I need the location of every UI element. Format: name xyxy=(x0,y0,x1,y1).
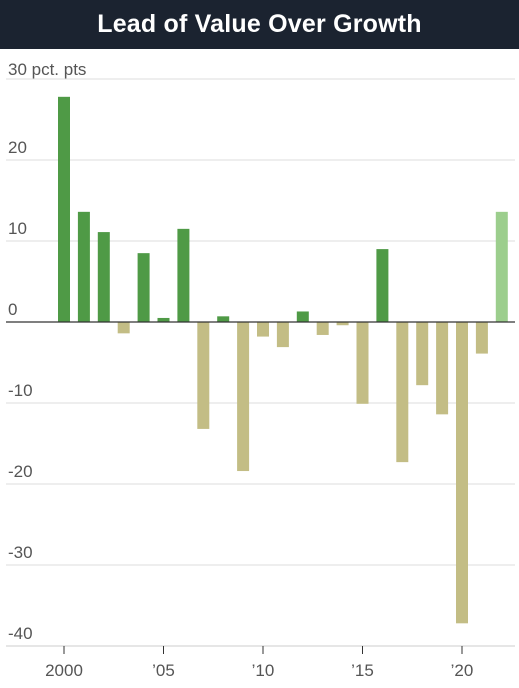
y-tick-label: 20 xyxy=(8,138,27,157)
bar-2005 xyxy=(157,317,170,322)
x-tick-label: ’05 xyxy=(152,661,175,680)
title-bar: Lead of Value Over Growth xyxy=(0,0,519,49)
y-tick-label: 0 xyxy=(8,300,17,319)
bar-2017 xyxy=(396,322,409,463)
x-axis-ticks: 2000 ’05 ’10 ’15 ’20 xyxy=(6,645,515,680)
bar-2002 xyxy=(97,232,110,322)
bar-2011 xyxy=(276,322,289,348)
bar-2006 xyxy=(177,228,190,322)
bar-2021 xyxy=(475,322,488,354)
bars xyxy=(58,96,508,624)
bar-2003 xyxy=(117,322,130,334)
chart-title: Lead of Value Over Growth xyxy=(97,10,422,38)
x-tick-label: ’20 xyxy=(451,661,474,680)
bar-2018 xyxy=(416,322,429,386)
bar-2004 xyxy=(137,253,150,322)
y-tick-label: -20 xyxy=(8,462,33,481)
y-tick-label: -10 xyxy=(8,381,33,400)
bar-2014 xyxy=(336,322,349,326)
bar-2013 xyxy=(316,322,329,335)
x-tick-label: ’10 xyxy=(252,661,275,680)
bar-2012 xyxy=(296,311,309,322)
bar-2010 xyxy=(257,322,269,337)
x-tick-label: 2000 xyxy=(45,661,83,680)
bar-2022 xyxy=(495,211,508,322)
bar-2015 xyxy=(356,322,369,404)
bar-2020 xyxy=(456,322,468,624)
y-axis-unit-label: 30 pct. pts xyxy=(8,60,86,79)
bar-2009 xyxy=(237,322,250,472)
bar-2001 xyxy=(77,211,90,322)
y-tick-label: 10 xyxy=(8,219,27,238)
x-tick-label: ’15 xyxy=(351,661,374,680)
bar-2007 xyxy=(197,322,210,429)
y-axis-ticks: 20 10 0 -10 -20 -30 -40 xyxy=(8,138,33,643)
y-tick-label: -40 xyxy=(8,624,33,643)
bar-2016 xyxy=(376,249,389,322)
bar-2019 xyxy=(436,322,449,415)
y-tick-label: -30 xyxy=(8,543,33,562)
bar-2000 xyxy=(58,96,70,322)
bar-2008 xyxy=(217,316,230,322)
